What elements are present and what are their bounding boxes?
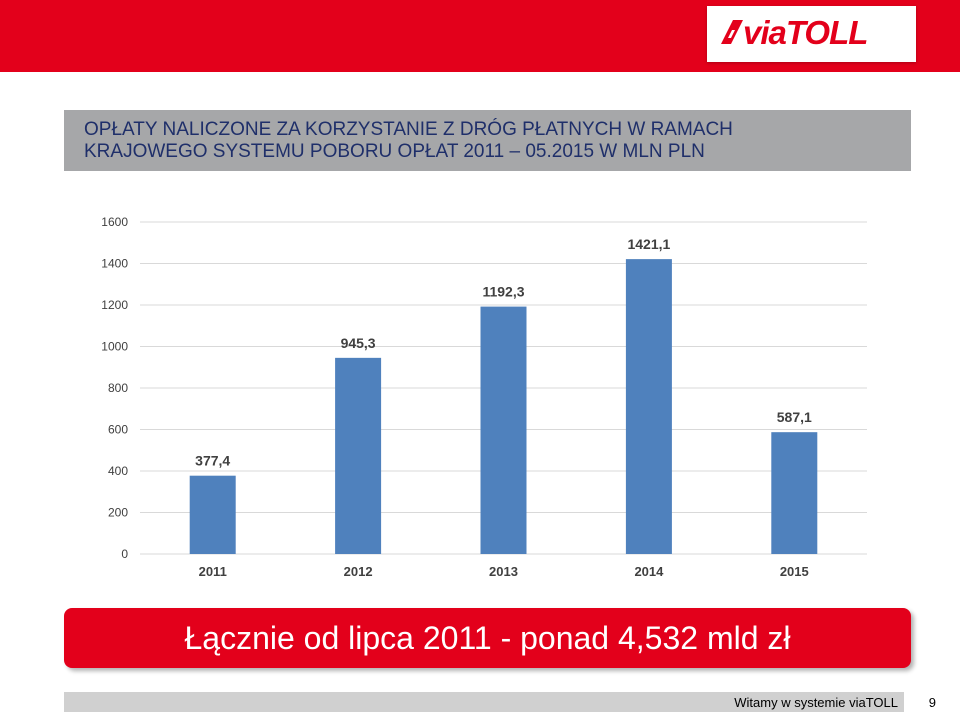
y-tick-label: 1400 [101, 257, 128, 271]
page-title: OPŁATY NALICZONE ZA KORZYSTANIE Z DRÓG P… [84, 119, 904, 163]
header-band: viaTOLL [0, 0, 960, 72]
bar [189, 475, 236, 554]
bar [335, 357, 382, 554]
page-number: 9 [928, 695, 936, 710]
footer-bar: Witamy w systemie viaTOLL 9 [64, 692, 960, 712]
title-line-1: OPŁATY NALICZONE ZA KORZYSTANIE Z DRÓG P… [84, 119, 733, 140]
title-line-2: KRAJOWEGO SYSTEMU POBORU OPŁAT 2011 – 05… [84, 141, 705, 162]
y-tick-label: 200 [108, 506, 128, 520]
data-label: 1421,1 [627, 236, 670, 252]
data-label: 945,3 [341, 335, 376, 351]
title-bar: OPŁATY NALICZONE ZA KORZYSTANIE Z DRÓG P… [64, 110, 911, 171]
x-tick-label: 2012 [344, 564, 373, 579]
x-tick-label: 2015 [780, 564, 809, 579]
bar-chart: 0 200 400 600 800 1000 1200 1400 1600 377,4 2011 94… [101, 215, 867, 579]
x-tick-label: 2011 [199, 564, 227, 579]
bar [480, 306, 527, 554]
logo-text: viaTOLL [743, 14, 868, 51]
data-label: 587,1 [777, 409, 812, 425]
y-tick-label: 1000 [101, 340, 128, 354]
y-tick-label: 400 [108, 464, 128, 478]
x-tick-label: 2013 [489, 564, 518, 579]
y-tick-label: 800 [108, 381, 128, 395]
total-banner: Łącznie od lipca 2011 - ponad 4,532 mld … [64, 608, 911, 668]
bar [771, 432, 818, 554]
y-tick-label: 0 [121, 547, 128, 561]
x-tick-label: 2014 [634, 564, 664, 579]
data-label: 377,4 [195, 453, 230, 469]
y-tick-label: 600 [108, 423, 128, 437]
page-number-box: 9 [904, 692, 960, 712]
data-label: 1192,3 [482, 284, 524, 300]
viatoll-logo: viaTOLL [707, 6, 916, 62]
logo-road-icon [721, 20, 743, 44]
y-tick-label: 1600 [101, 215, 128, 229]
footer-text: Witamy w systemie viaTOLL [734, 695, 898, 710]
y-tick-label: 1200 [101, 298, 128, 312]
total-banner-text: Łącznie od lipca 2011 - ponad 4,532 mld … [184, 620, 791, 656]
bar [625, 259, 672, 554]
